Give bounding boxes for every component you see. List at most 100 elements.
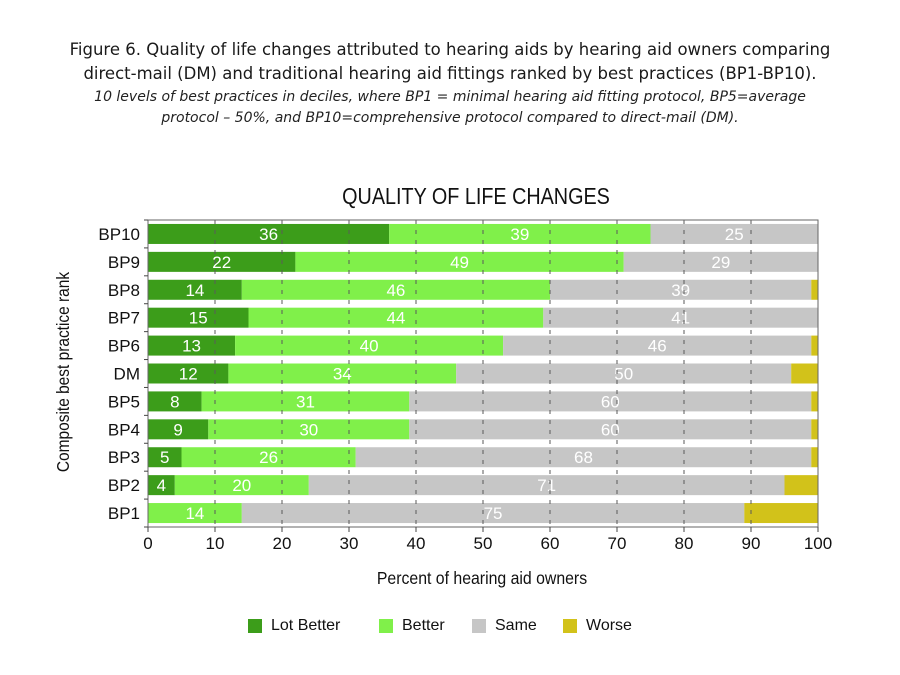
caption-line-2: direct-mail (DM) and traditional hearing…	[83, 64, 817, 83]
caption-line-1: Figure 6. Quality of life changes attrib…	[69, 40, 831, 59]
bar-segment-worse	[811, 391, 818, 412]
bar-segment-same	[308, 475, 785, 496]
bar-segment-better	[228, 363, 457, 384]
data-label: 26	[259, 448, 278, 467]
data-label: 41	[671, 309, 690, 328]
bar-segment-lot-better	[148, 279, 242, 300]
bar-segment-worse	[784, 475, 818, 496]
data-label: 36	[259, 225, 278, 244]
caption-note-1: 10 levels of best practices in deciles, …	[94, 89, 806, 105]
chart-title: QUALITY OF LIFE CHANGES	[342, 184, 610, 210]
data-label: 8	[170, 392, 179, 411]
bar-segment-lot-better	[148, 475, 175, 496]
figure-caption: Figure 6. Quality of life changes attrib…	[20, 38, 880, 128]
data-label: 39	[510, 225, 529, 244]
bar-segment-better	[181, 447, 356, 468]
data-label: 9	[173, 420, 182, 439]
legend-label: Worse	[586, 617, 632, 634]
data-label: 39	[671, 281, 690, 300]
x-tick-label: 30	[340, 534, 359, 553]
bar-segment-lot-better	[148, 223, 390, 244]
bar-segment-lot-better	[148, 335, 236, 356]
gridlines	[147, 219, 819, 528]
data-label: 50	[614, 365, 633, 384]
data-label: 68	[574, 448, 593, 467]
bar-segment-better	[148, 503, 242, 524]
data-label: 60	[601, 420, 620, 439]
data-label: 13	[182, 337, 201, 356]
bar-segment-lot-better	[148, 307, 249, 328]
chart-legend: Lot Better Better Same Worse	[0, 614, 900, 638]
legend-swatch	[472, 619, 486, 633]
bar-segment-same	[543, 307, 818, 328]
y-tick-label: BP8	[108, 281, 140, 300]
bar-segment-better	[235, 335, 504, 356]
legend-swatch	[379, 619, 393, 633]
data-label: 22	[212, 253, 231, 272]
data-label: 46	[386, 281, 405, 300]
bar-segment-same	[409, 391, 812, 412]
x-tick-label: 10	[206, 534, 225, 553]
data-label: 20	[232, 476, 251, 495]
y-tick-label: BP5	[108, 392, 140, 411]
bar-segment-same	[409, 419, 812, 440]
bar-segment-same	[623, 251, 818, 272]
bar-segment-lot-better	[148, 447, 182, 468]
bar-segment-better	[174, 475, 309, 496]
caption-note-2: protocol – 50%, and BP10=comprehensive p…	[161, 110, 739, 126]
data-label: 29	[711, 253, 730, 272]
bar-segment-worse	[744, 503, 818, 524]
legend-label: Same	[495, 617, 537, 634]
y-tick-label: BP1	[108, 504, 140, 523]
bar-segment-better	[295, 251, 624, 272]
y-tick-label: BP6	[108, 337, 140, 356]
data-label: 14	[185, 281, 204, 300]
y-tick-label: BP9	[108, 253, 140, 272]
bar-segment-worse	[791, 363, 818, 384]
data-label: 34	[333, 365, 352, 384]
bar-segment-better	[201, 391, 410, 412]
bar-segment-same	[241, 503, 745, 524]
legend-item-worse: Worse	[563, 614, 632, 638]
data-label: 5	[160, 448, 169, 467]
y-tick-label: BP3	[108, 448, 140, 467]
bar-segment-worse	[811, 335, 818, 356]
legend-item-same: Same	[472, 614, 537, 638]
y-tick-label: BP2	[108, 476, 140, 495]
x-axis-label: Percent of hearing aid owners	[377, 568, 587, 588]
data-label: 15	[189, 309, 208, 328]
bar-segment-better	[389, 223, 651, 244]
bar-segment-same	[650, 223, 818, 244]
data-label: 31	[296, 392, 315, 411]
bar-segment-worse	[811, 419, 818, 440]
legend-item-lot-better: Lot Better	[248, 614, 340, 638]
bar-segment-same	[456, 363, 792, 384]
bar-segment-same	[355, 447, 812, 468]
data-label: 75	[484, 504, 503, 523]
bar-segment-same	[503, 335, 812, 356]
bar-segment-lot-better	[148, 419, 209, 440]
data-label: 71	[537, 476, 556, 495]
bar-segment-lot-better	[148, 363, 229, 384]
x-tick-label: 60	[541, 534, 560, 553]
bar-segment-lot-better	[148, 251, 296, 272]
data-label: 4	[157, 476, 166, 495]
data-label: 30	[299, 420, 318, 439]
bar-segment-better	[248, 307, 544, 328]
data-label: 44	[386, 309, 405, 328]
y-tick-label: DM	[114, 365, 140, 384]
bar-segment-lot-better	[148, 391, 202, 412]
y-tick-label: BP4	[108, 420, 140, 439]
x-tick-label: 0	[143, 534, 152, 553]
bar-segment-worse	[811, 279, 818, 300]
data-label: 40	[360, 337, 379, 356]
x-tick-label: 70	[608, 534, 627, 553]
legend-swatch	[563, 619, 577, 633]
x-tick-label: 100	[804, 534, 832, 553]
legend-item-better: Better	[379, 614, 445, 638]
data-label: 60	[601, 392, 620, 411]
legend-swatch	[248, 619, 262, 633]
bar-segment-better	[241, 279, 551, 300]
